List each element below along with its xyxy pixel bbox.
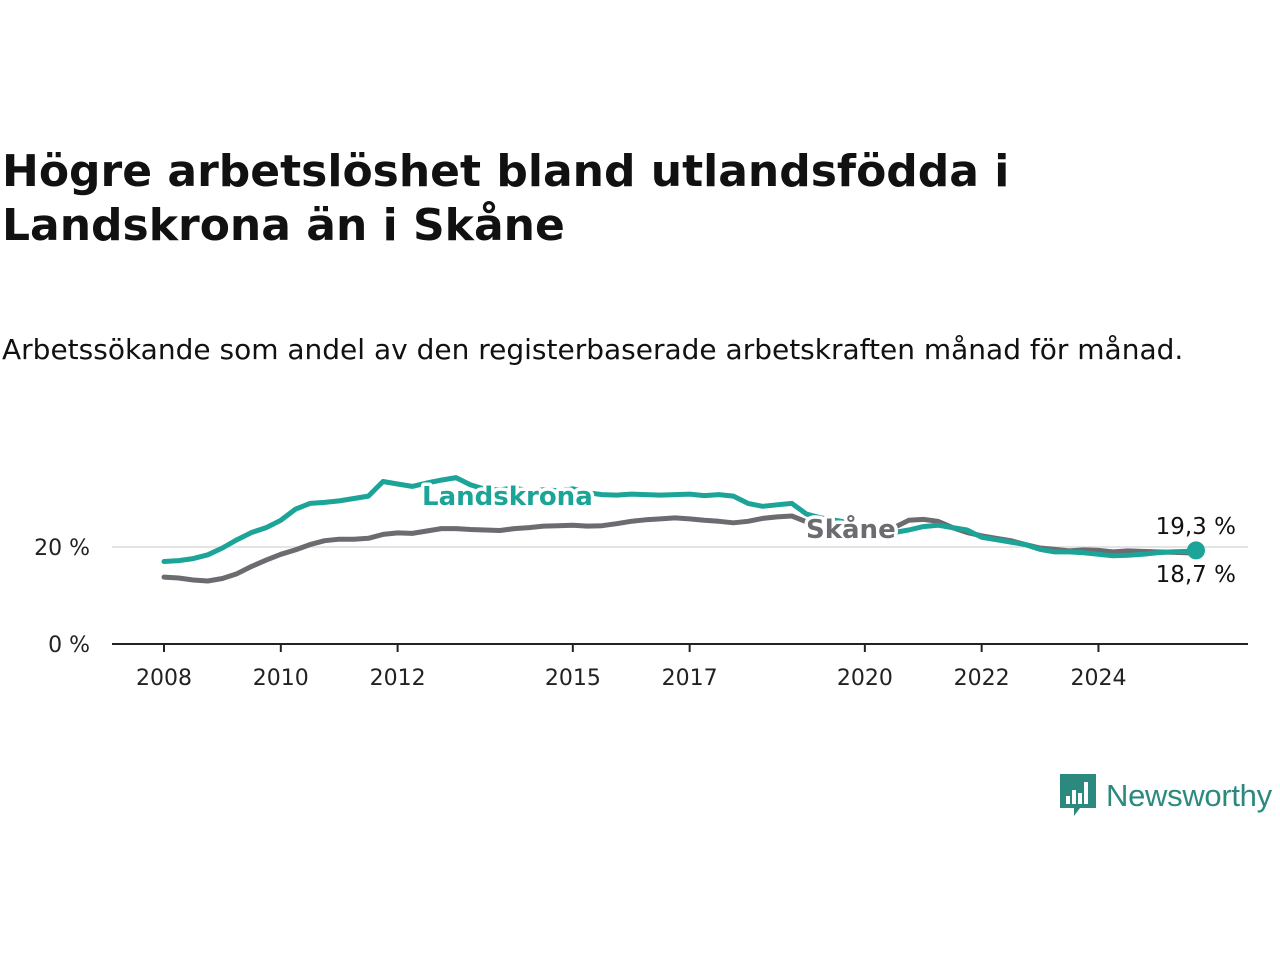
y-axis-tick-labels: 0 % 20 %: [34, 536, 90, 658]
series-label-landskrona: Landskrona: [422, 482, 593, 512]
x-tick-label: 2008: [136, 666, 192, 691]
newsworthy-brand: Newsworthy: [1058, 772, 1272, 820]
y-tick-label: 20 %: [34, 536, 90, 561]
series-labels: Landskrona Skåne 19,3 % 18,7 %: [419, 479, 1240, 592]
chart-title: Högre arbetslöshet bland utlandsfödda i …: [2, 146, 1010, 251]
x-tick-label: 2012: [370, 666, 426, 691]
y-tick-label: 0 %: [48, 633, 90, 658]
line-chart: 0 % 20 % 2008 2010 2012 2015 2017 2020 2022 2024…: [34, 475, 1248, 691]
x-tick-label: 2017: [662, 666, 718, 691]
x-tick-label: 2010: [253, 666, 309, 691]
end-value-skane: 18,7 %: [1156, 562, 1236, 588]
chart-subtitle: Arbetssökande som andel av den registerb…: [2, 333, 1184, 366]
x-tick-label: 2022: [954, 666, 1010, 691]
newsworthy-logo-icon: [1060, 774, 1096, 816]
series-lines: [161, 475, 1205, 584]
series-label-skane: Skåne: [806, 513, 896, 545]
x-tick-label: 2020: [837, 666, 893, 691]
x-tick-label: 2024: [1070, 666, 1126, 691]
x-tick-label: 2015: [545, 666, 601, 691]
end-point-marker: [1187, 541, 1205, 560]
brand-name: Newsworthy: [1106, 778, 1272, 813]
x-axis-ticks: 2008 2010 2012 2015 2017 2020 2022 2024: [136, 644, 1126, 691]
end-value-landskrona: 19,3 %: [1156, 514, 1236, 540]
series-line-landskrona: [161, 475, 1199, 564]
